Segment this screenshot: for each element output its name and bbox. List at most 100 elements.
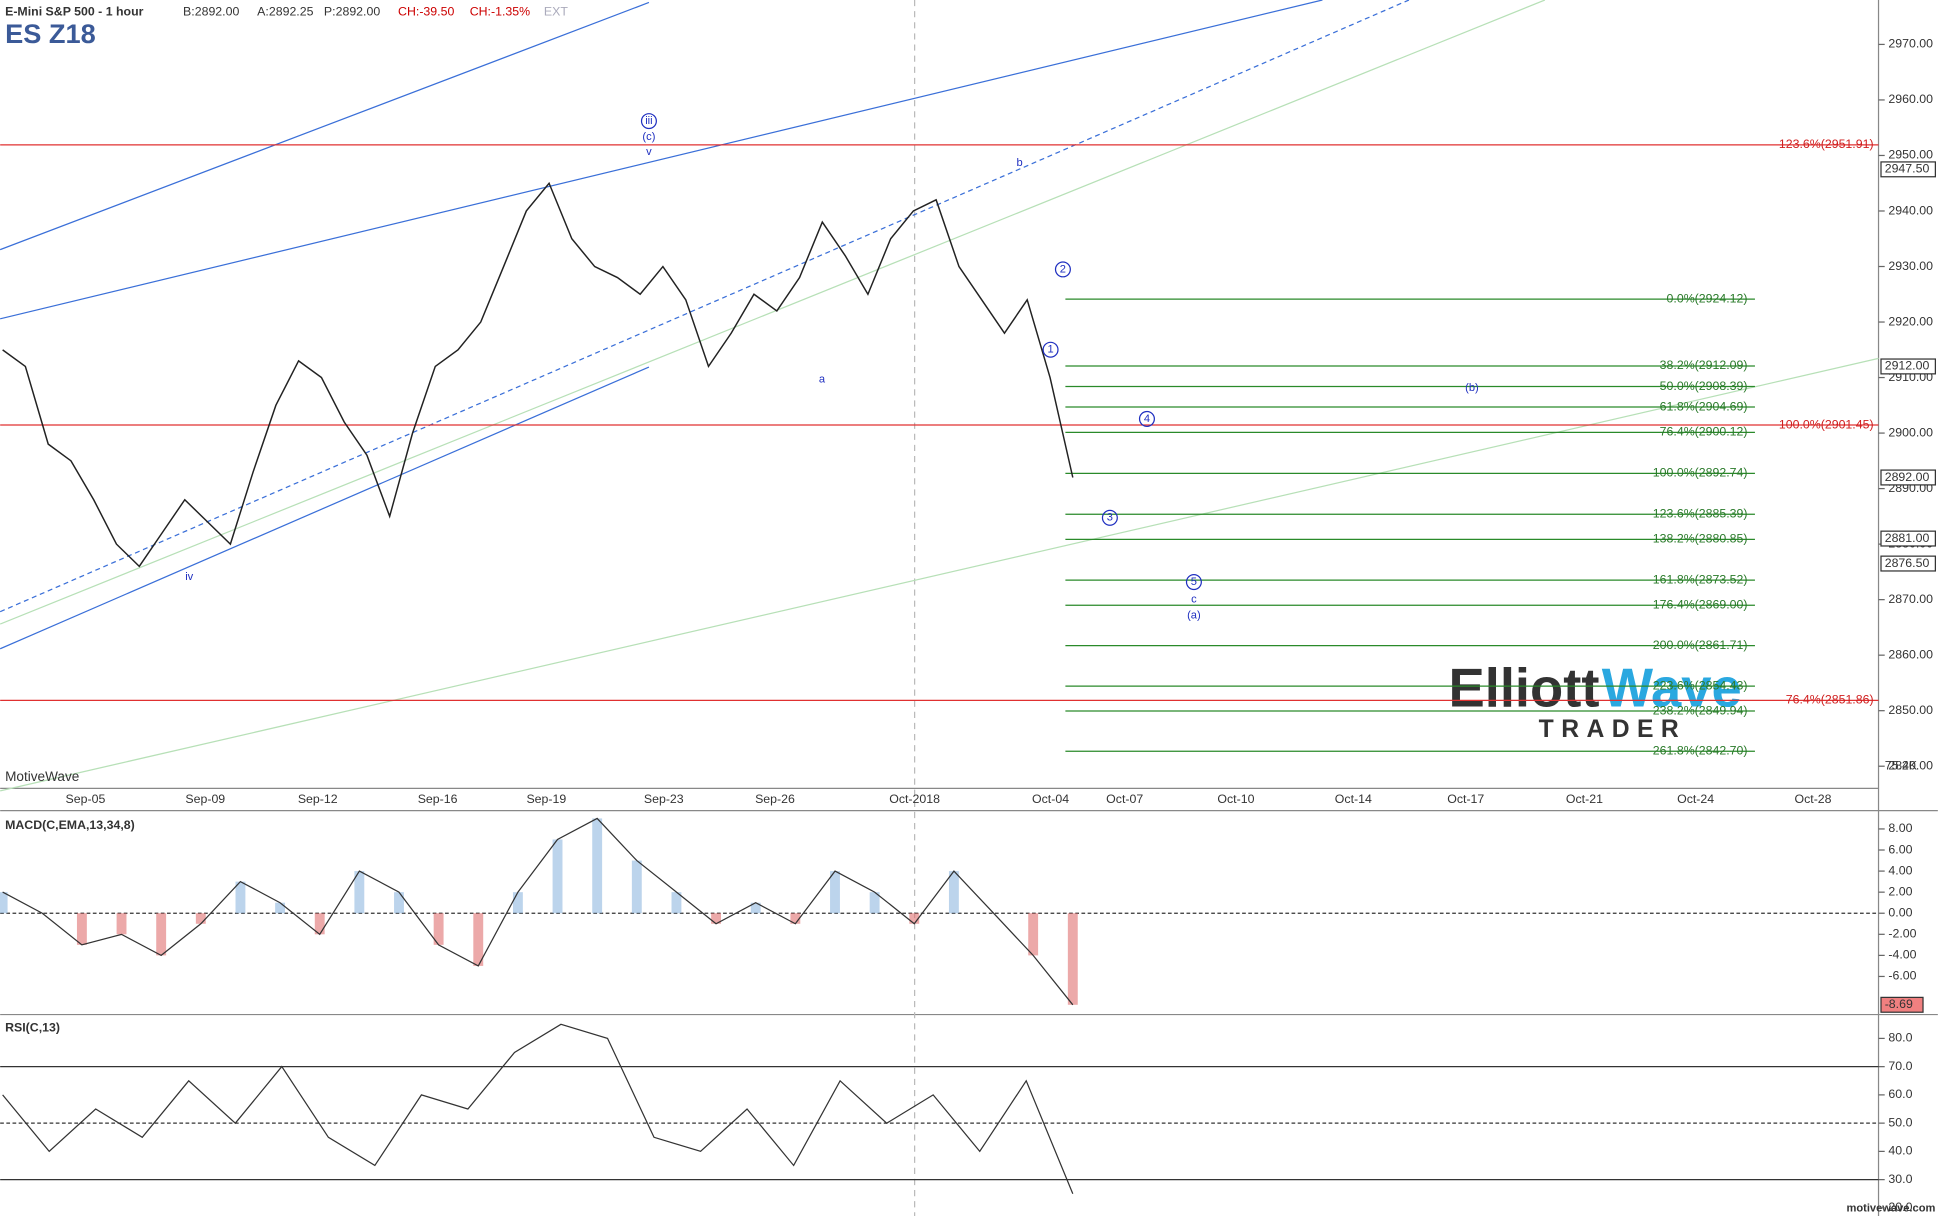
series-line [2,817,1074,1006]
fib-level-label: 138.2%(2880.85) [1653,532,1748,546]
y-tick-label: -6.00 [1888,969,1916,983]
fib-level-label: 161.8%(2873.52) [1653,572,1748,586]
y-tick-label: 2970.00 [1888,37,1933,51]
histogram-bar [592,818,603,914]
y-tick-label: 50.0 [1888,1115,1912,1129]
symbol: ES Z18 [5,18,96,49]
histogram-bar [790,913,801,924]
price-marker [1880,161,1936,178]
price-marker-label: 2912.00 [1885,359,1930,373]
y-tick-label: 2.00 [1888,884,1912,898]
instrument: E-Mini S&P 500 - 1 hour [5,5,144,19]
x-tick-label: Oct-14 [1335,792,1372,806]
trend-line [0,0,1546,625]
fib-level-label: 123.6%(2885.39) [1653,506,1748,520]
y-tick-label: 2900.00 [1888,425,1933,439]
price-marker [1880,555,1936,572]
histogram-bar [512,892,523,914]
wave-circle [1054,261,1071,278]
wave-label: 1 [1047,344,1053,356]
trend-line [0,366,650,650]
wave-circle [1042,341,1059,358]
histogram-bar [948,871,959,914]
fib-level-label: 261.8%(2842.70) [1653,743,1748,757]
y-tick-label: -4.00 [1888,948,1916,962]
change-pct: CH:-1.35% [470,5,530,19]
price-marker [1880,530,1936,547]
y-tick-label: 2930.00 [1888,259,1933,273]
x-tick-label: Sep-05 [66,792,106,806]
red-level-label: 123.6%(2951.91) [1779,137,1874,151]
fib-level-label: 38.2%(2912.09) [1660,358,1748,372]
wave-circle [1185,574,1202,591]
fib-level-label: 50.0%(2908.39) [1660,379,1748,393]
x-tick-label: Sep-19 [526,792,566,806]
price-marker-label: 2947.50 [1885,162,1930,176]
price-marker [1880,358,1936,375]
wave-label: b [1017,157,1023,169]
change: CH:-39.50 [398,5,454,19]
logo-word: TRADER [1539,716,1686,743]
histogram-bar [830,871,840,914]
panel-title: MACD(C,EMA,13,34,8) [5,818,135,832]
trend-line [0,1,650,251]
wave-label: 2 [1060,263,1066,275]
y-tick-label: 2920.00 [1888,314,1933,328]
x-tick-label: Oct-04 [1032,792,1069,806]
y-tick-label: 70.0 [1888,1059,1912,1073]
histogram-bar [275,902,286,914]
y-tick-label: 60.0 [1888,1087,1912,1101]
red-level-label: 76.4%(2851.86) [1786,693,1874,707]
histogram-bar [869,892,880,914]
y-tick-label: 0.00 [1888,906,1912,920]
wave-circle [1101,509,1118,526]
brand: MotiveWave [5,769,79,784]
wave-label: 5 [1191,576,1197,588]
histogram-bar [473,913,484,966]
x-tick-label: Sep-23 [644,792,684,806]
wave-label: iii [645,115,652,127]
fib-level-label: 0.0%(2924.12) [1667,291,1748,305]
x-tick-label: Sep-16 [418,792,458,806]
wave-label: v [646,146,652,158]
fib-level-label: 76.4%(2900.12) [1660,425,1748,439]
last-price: P:2892.00 [324,5,380,19]
fib-level-label: 176.4%(2869.00) [1653,597,1748,611]
y-tick-label: 8.00 [1888,821,1912,835]
y-tick-label: 2840.00 [1888,758,1933,772]
x-tick-label: Oct-2018 [889,792,940,806]
x-tick-label: Oct-17 [1447,792,1484,806]
price-marker-label: 2881.00 [1885,531,1930,545]
x-tick-label: Sep-26 [755,792,795,806]
y-tick-label: 2960.00 [1888,92,1933,106]
x-tick-label: Oct-21 [1566,792,1603,806]
y-tick-label: 20.0 [1888,1200,1912,1214]
y-tick-label: 2860.00 [1888,647,1933,661]
wave-label: c [1191,593,1197,605]
x-tick-label: Sep-12 [298,792,338,806]
fib-level-label: 100.0%(2892.74) [1653,466,1748,480]
histogram-bar [671,892,682,914]
histogram-bar [314,913,325,935]
wave-label: (b) [1465,382,1479,394]
trend-line [0,0,1323,320]
panel-title: RSI(C,13) [5,1020,60,1034]
wave-label: 3 [1107,512,1113,524]
red-level-label: 100.0%(2901.45) [1779,417,1874,431]
wave-circle [640,113,657,130]
x-tick-label: Oct-07 [1106,792,1143,806]
fib-level-label: 61.8%(2904.69) [1660,399,1748,413]
y-tick-label: 4.00 [1888,863,1912,877]
wave-label: a [819,373,826,385]
ask: A:2892.25 [257,5,313,19]
y-tick-label: -2.00 [1888,927,1916,941]
histogram-bar [235,881,246,914]
fib-level-label: 238.2%(2849.94) [1653,703,1748,717]
wave-label: (a) [1187,609,1201,621]
histogram-bar [116,913,127,935]
histogram-bar [631,860,642,914]
x-tick-label: Oct-10 [1217,792,1254,806]
